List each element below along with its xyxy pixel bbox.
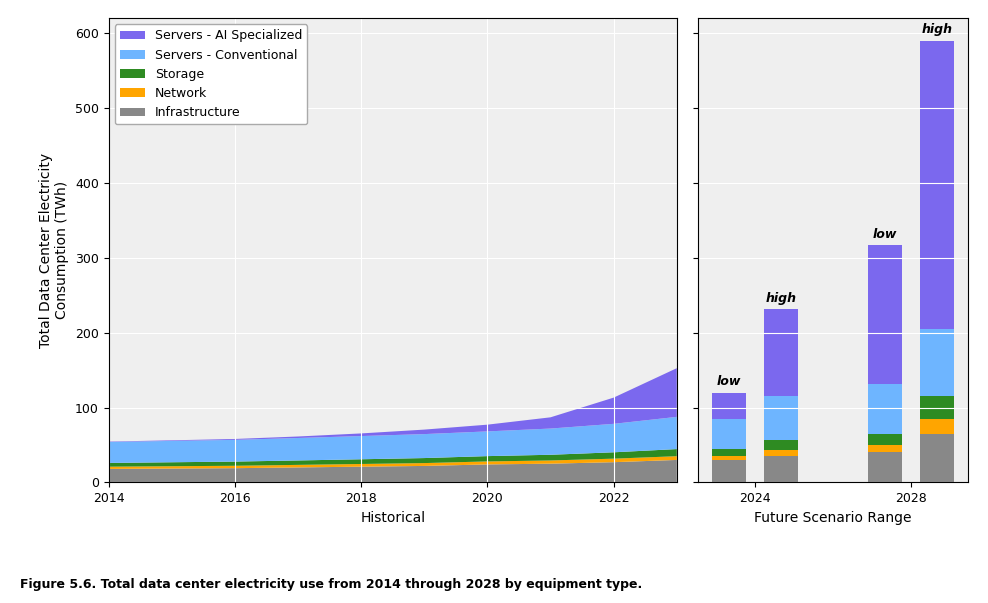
- Text: low: low: [716, 375, 741, 388]
- Bar: [712, 449, 746, 456]
- Bar: [764, 396, 798, 440]
- Bar: [712, 460, 746, 482]
- Bar: [764, 440, 798, 450]
- Bar: [764, 450, 798, 456]
- Bar: [764, 456, 798, 482]
- Text: Figure 5.6. Total data center electricity use from 2014 through 2028 by equipmen: Figure 5.6. Total data center electricit…: [20, 578, 642, 591]
- Bar: [920, 434, 954, 482]
- Bar: [868, 384, 902, 435]
- X-axis label: Future Scenario Range: Future Scenario Range: [754, 511, 912, 525]
- Bar: [712, 456, 746, 460]
- Bar: [868, 245, 902, 384]
- Bar: [920, 396, 954, 418]
- Bar: [920, 418, 954, 434]
- Y-axis label: Total Data Center Electricity
Consumption (TWh): Total Data Center Electricity Consumptio…: [40, 153, 69, 348]
- Bar: [712, 420, 746, 449]
- Text: low: low: [872, 227, 897, 241]
- Bar: [920, 40, 954, 329]
- Bar: [868, 445, 902, 452]
- Bar: [712, 393, 746, 420]
- Legend: Servers - AI Specialized, Servers - Conventional, Storage, Network, Infrastructu: Servers - AI Specialized, Servers - Conv…: [115, 24, 307, 124]
- X-axis label: Historical: Historical: [361, 511, 425, 525]
- Text: high: high: [766, 292, 796, 305]
- Text: high: high: [922, 23, 952, 36]
- Bar: [920, 329, 954, 396]
- Bar: [868, 435, 902, 445]
- Bar: [764, 309, 798, 396]
- Bar: [868, 452, 902, 482]
